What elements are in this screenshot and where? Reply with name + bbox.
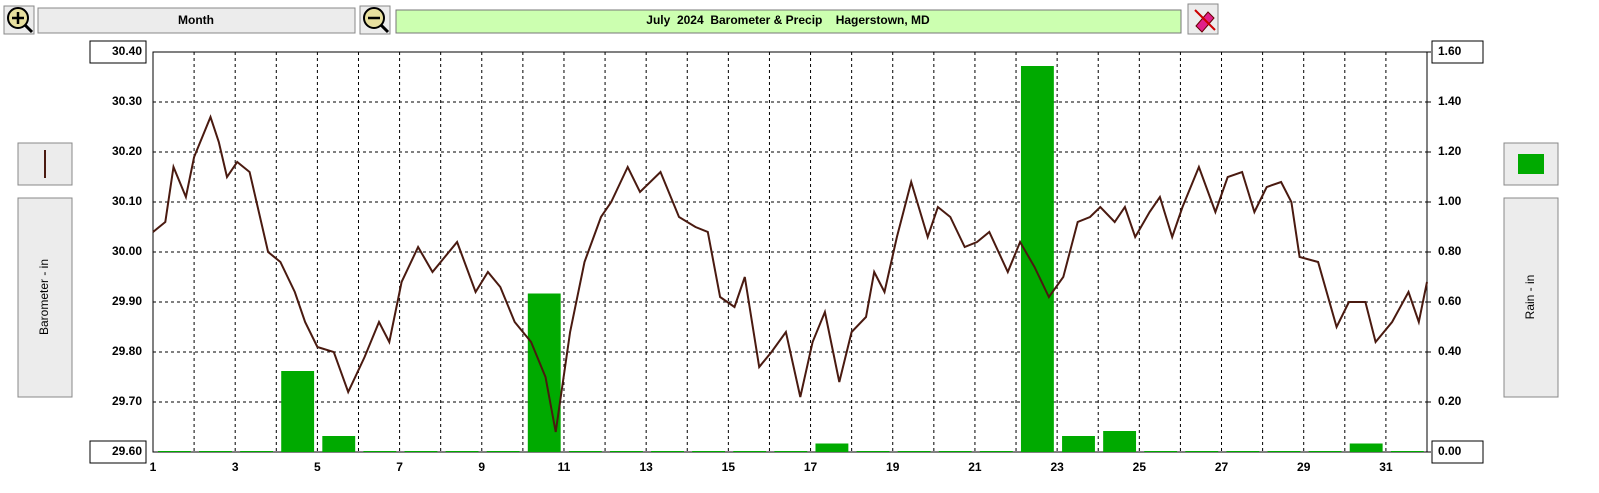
rain-bar — [733, 451, 767, 452]
rain-bar — [1390, 451, 1424, 452]
x-tick-label: 15 — [722, 460, 736, 474]
x-tick-label: 3 — [232, 460, 239, 474]
rain-bar — [1103, 431, 1137, 452]
x-tick-label: 29 — [1297, 460, 1311, 474]
y2-tick-label: 0.60 — [1438, 294, 1462, 308]
x-tick-label: 27 — [1215, 460, 1229, 474]
tick-label-box — [1431, 40, 1484, 64]
x-tick-label: 1 — [150, 460, 157, 474]
y2-tick-label: 1.40 — [1438, 94, 1462, 108]
title-bar — [395, 9, 1182, 34]
rain-bar — [157, 451, 191, 452]
y-tick-label: 30.10 — [112, 194, 142, 208]
rain-bar — [815, 443, 849, 452]
rain-bar — [404, 451, 438, 452]
y-tick-label: 30.00 — [112, 244, 142, 258]
barometer-legend-button[interactable] — [17, 142, 73, 186]
rain-bar — [692, 451, 726, 452]
x-tick-label: 5 — [314, 460, 321, 474]
rain-bar — [281, 371, 315, 452]
rain-bar — [1185, 451, 1219, 452]
rain-bar — [568, 451, 602, 452]
x-tick-label: 17 — [804, 460, 818, 474]
y2-tick-label: 1.60 — [1438, 44, 1462, 58]
rain-bar — [1062, 436, 1095, 452]
x-tick-label: 25 — [1133, 460, 1147, 474]
rain-bar — [651, 451, 684, 452]
rain-bar — [774, 451, 808, 452]
y2-tick-label: 1.00 — [1438, 194, 1462, 208]
rain-bar — [1144, 451, 1178, 452]
y2-tick-label: 1.20 — [1438, 144, 1462, 158]
rain-bar — [445, 451, 479, 452]
rain-bar — [240, 451, 274, 452]
x-tick-label: 21 — [968, 460, 982, 474]
rain-bar — [486, 451, 520, 452]
month-button[interactable] — [37, 7, 356, 34]
plot: 1 3 5 7 9 11 13 15 17 19 21 23 25 27 29 3129.6029.7029.… — [89, 40, 1484, 474]
x-tick-label: 13 — [639, 460, 653, 474]
rain-bar — [938, 451, 972, 452]
x-tick-label: 9 — [478, 460, 485, 474]
y-tick-label: 29.90 — [112, 294, 142, 308]
chart-title: July 2024 Barometer & Precip Hagerstown,… — [646, 13, 930, 27]
tick-label-box — [89, 440, 147, 464]
y-tick-label: 29.80 — [112, 344, 142, 358]
x-tick-label: 7 — [396, 460, 403, 474]
rain-bar — [322, 436, 356, 452]
y-axis-label: Barometer - in — [37, 259, 51, 335]
y2-axis-label: Rain - in — [1523, 275, 1537, 320]
rain-bar — [979, 451, 1013, 452]
rain-bar — [609, 451, 643, 452]
rain-bar — [363, 451, 397, 452]
zoom-in-button[interactable] — [3, 5, 35, 35]
tick-label-box — [1431, 440, 1484, 464]
month-button-label: Month — [178, 13, 214, 27]
y-tick-label: 30.20 — [112, 144, 142, 158]
rain-bar — [856, 451, 890, 452]
y-tick-label: 30.40 — [112, 44, 142, 58]
x-tick-label: 11 — [558, 460, 571, 474]
tick-label-box — [89, 40, 147, 64]
y2-tick-label: 0.80 — [1438, 244, 1462, 258]
rain-bar — [1020, 66, 1054, 452]
x-tick-label: 19 — [886, 460, 900, 474]
y-tick-label: 30.30 — [112, 94, 142, 108]
rain-bar — [897, 451, 931, 452]
erase-button[interactable] — [1187, 3, 1219, 35]
y2-tick-label: 0.00 — [1438, 444, 1462, 458]
x-tick-label: 23 — [1050, 460, 1064, 474]
legend-bar-swatch — [1518, 154, 1544, 174]
y2-tick-label: 0.40 — [1438, 344, 1462, 358]
barometer-line — [152, 114, 1428, 433]
rain-bar — [1349, 443, 1383, 452]
right-axis-button[interactable] — [1503, 197, 1559, 398]
x-tick-label: 31 — [1379, 460, 1393, 474]
y-tick-label: 29.60 — [112, 444, 142, 458]
left-axis-button[interactable] — [17, 197, 73, 398]
rain-bar — [199, 451, 232, 452]
rain-bar — [1226, 451, 1260, 452]
rain-bar — [1308, 451, 1342, 452]
zoom-out-button[interactable] — [359, 5, 391, 35]
rain-bar — [1267, 451, 1301, 452]
y2-tick-label: 0.20 — [1438, 394, 1462, 408]
y-tick-label: 29.70 — [112, 394, 142, 408]
rain-legend-button[interactable] — [1503, 142, 1559, 186]
